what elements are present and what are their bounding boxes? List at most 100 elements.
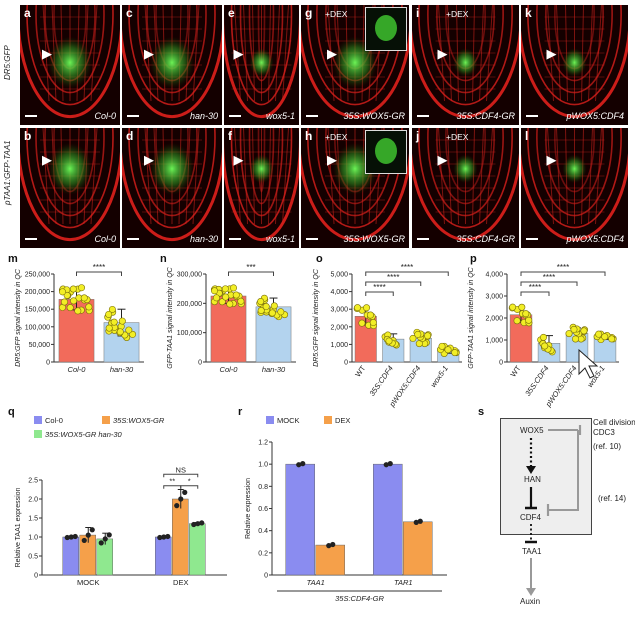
data-point (257, 298, 265, 306)
micrograph-e: e wox5-1 (224, 5, 299, 125)
y-axis-label: Relative expression (245, 478, 252, 539)
data-point (262, 303, 270, 311)
genotype-caption: 35S:WOX5-GR (343, 234, 405, 244)
y-tick-label: 4,000 (330, 289, 348, 296)
data-point (85, 303, 93, 311)
node-han: HAN (524, 475, 541, 484)
scale-bar (127, 115, 139, 117)
row-label-bottom: pTAA1:GFP-TAA1 (3, 140, 12, 205)
y-tick-label: 0 (344, 360, 348, 367)
data-point (444, 346, 452, 354)
x-tick-label: WT (353, 364, 367, 379)
scale-bar (417, 238, 429, 240)
micrograph-k: k pWOX5:CDF4 (521, 5, 628, 125)
genotype-caption: pWOX5:CDF4 (566, 111, 624, 121)
data-point (211, 287, 219, 295)
x-tick-label: wox5-1 (429, 364, 450, 389)
data-point (98, 540, 104, 546)
panel-letter-b: b (24, 129, 32, 143)
root-image (224, 128, 299, 242)
significance-bracket (163, 473, 199, 478)
significance-label: **** (373, 283, 385, 292)
panel-letter-s: s (478, 406, 485, 418)
dex-label: +DEX (325, 132, 348, 142)
bar-TAR1-MOCK (373, 463, 403, 576)
significance-label: ** (169, 477, 175, 486)
y-tick-label: 0 (198, 360, 202, 367)
data-point (257, 306, 265, 314)
y-tick-label: 0.4 (258, 528, 268, 535)
data-point (354, 304, 362, 312)
y-tick-label: 150,000 (25, 307, 50, 314)
legend-swatch (34, 416, 42, 424)
micrograph-d: d han-30 (122, 128, 222, 248)
panel-letter-l: l (525, 129, 529, 143)
y-tick-label: 5,000 (330, 272, 348, 279)
root-image (122, 5, 222, 119)
data-point (326, 543, 332, 549)
data-point (358, 319, 366, 327)
x-axis-label: 35S:CDF4-GR (335, 594, 384, 603)
bar-DEX-35S:WOX5-GR (172, 498, 189, 576)
genotype-caption: wox5-1 (265, 234, 295, 244)
bar-DEX-35S:WOX5-GR han-30 (189, 523, 206, 576)
node-cdf4: CDF4 (520, 513, 541, 522)
significance-label: **** (401, 263, 413, 272)
y-tick-label: 1,000 (330, 342, 348, 349)
data-point (296, 462, 302, 468)
data-point (230, 284, 238, 292)
y-axis-label: GFP-TAA1 signal intensity in QC (468, 266, 475, 368)
data-point (89, 527, 95, 533)
genotype-caption: 35S:CDF4-GR (456, 234, 515, 244)
y-axis-label: Relative TAA1 expression (15, 487, 22, 567)
data-point (199, 520, 205, 526)
data-point (195, 521, 201, 527)
significance-bracket (365, 271, 449, 276)
root-image (412, 128, 519, 242)
data-point (414, 330, 422, 338)
group-label: DEX (173, 578, 188, 587)
x-tick-label: 35S:CDF4 (523, 364, 550, 398)
significance-label: **** (529, 283, 541, 292)
data-point (363, 304, 371, 312)
data-point (102, 536, 108, 542)
legend-swatch (324, 416, 332, 424)
data-point (608, 335, 616, 343)
micrograph-f: f wox5-1 (224, 128, 299, 248)
node-auxin: Auxin (520, 597, 541, 606)
data-point (221, 285, 229, 293)
inset-image (365, 7, 407, 51)
y-tick-label: 2.0 (28, 497, 38, 504)
panel-letter-j: j (416, 129, 420, 143)
genotype-caption: 35S:WOX5-GR (343, 111, 405, 121)
micrograph-g: g 35S:WOX5-GR +DEX (301, 5, 409, 125)
y-tick-label: 250,000 (25, 272, 50, 279)
y-tick-label: 1.0 (28, 535, 38, 542)
root-image (122, 128, 222, 242)
group-label: TAA1 (307, 578, 325, 587)
scale-bar (229, 238, 241, 240)
data-point (182, 489, 188, 495)
data-point (74, 307, 82, 315)
data-point (226, 300, 234, 308)
cell-divisions-label: Cell divisions (593, 418, 635, 427)
data-point (212, 294, 220, 302)
scale-bar (526, 238, 538, 240)
data-point (570, 325, 578, 333)
y-tick-label: 1.5 (28, 516, 38, 523)
data-point (518, 303, 526, 311)
y-tick-label: 0.5 (28, 554, 38, 561)
genotype-caption: wox5-1 (265, 111, 295, 121)
scale-bar (229, 115, 241, 117)
data-point (415, 340, 423, 348)
y-tick-label: 1,000 (485, 338, 503, 345)
y-tick-label: 0.6 (258, 506, 268, 513)
significance-bracket (228, 271, 274, 276)
y-tick-label: 0 (499, 360, 503, 367)
genotype-caption: han-30 (189, 111, 218, 121)
data-point (539, 333, 547, 341)
legend-label: DEX (335, 416, 350, 425)
row-label-top: DR5:GFP (3, 45, 12, 80)
root-image (412, 5, 519, 119)
significance-bracket (365, 281, 422, 286)
